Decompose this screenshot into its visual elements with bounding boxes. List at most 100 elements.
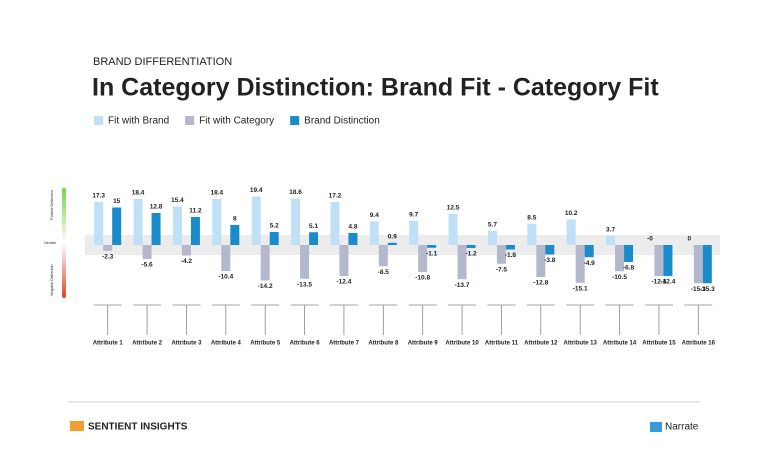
x-tick-label: Attribute 15 xyxy=(642,341,676,347)
data-label: -15.3 xyxy=(691,286,706,293)
bar xyxy=(291,198,301,245)
logo-icon xyxy=(70,421,84,431)
chart-title: In Category Distinction: Brand Fit - Cat… xyxy=(92,74,659,102)
data-label: 8.5 xyxy=(527,214,536,221)
bar xyxy=(260,245,270,281)
data-label: 0 xyxy=(688,236,692,243)
data-label: -13.7 xyxy=(455,282,470,289)
x-tick-label: Attribute 4 xyxy=(211,341,242,347)
bar xyxy=(142,245,152,259)
data-label: -1.8 xyxy=(505,252,517,259)
chart-subtitle: BRAND DIFFERENTIATION xyxy=(93,56,232,68)
data-label: 5.2 xyxy=(270,223,279,230)
bar xyxy=(151,213,161,245)
data-label: 19.4 xyxy=(250,187,263,194)
scale-bar xyxy=(62,188,66,298)
data-label: -2.3 xyxy=(102,253,114,260)
data-label: 18.4 xyxy=(132,190,145,197)
bar xyxy=(466,245,476,248)
legend-swatch xyxy=(94,116,103,125)
bar xyxy=(566,219,576,245)
data-label: 3.7 xyxy=(606,226,615,233)
x-tick-label: Attribute 13 xyxy=(564,341,598,347)
bar xyxy=(575,245,585,283)
bar xyxy=(663,245,673,276)
bar xyxy=(387,242,397,245)
x-tick-label: Attribute 5 xyxy=(250,341,281,347)
data-label: 18.4 xyxy=(210,190,223,197)
x-tick-label: Attribute 16 xyxy=(682,341,716,347)
data-label: 17.3 xyxy=(92,192,105,199)
bar xyxy=(230,225,240,245)
bar xyxy=(172,206,182,245)
data-label: -14.2 xyxy=(258,283,273,290)
legend-label: Brand Distinction xyxy=(304,116,380,127)
bar xyxy=(300,245,310,279)
bar xyxy=(615,245,625,272)
x-tick-label: Attribute 2 xyxy=(132,341,163,347)
data-label: -5.6 xyxy=(141,262,153,269)
data-label: 12.8 xyxy=(150,204,163,211)
legend-label: Fit with Category xyxy=(199,116,274,127)
bar xyxy=(505,245,515,250)
data-label: -10.8 xyxy=(415,275,430,282)
logo: Narrate xyxy=(665,422,699,433)
data-label: -8.5 xyxy=(378,269,390,276)
scale-label: Negative Distinction xyxy=(50,264,54,295)
data-label: 0.9 xyxy=(388,233,397,240)
x-tick-label: Attribute 10 xyxy=(445,341,479,347)
data-label: -13.5 xyxy=(297,281,312,288)
bar xyxy=(378,245,388,267)
bar xyxy=(221,245,231,271)
data-label: 5.7 xyxy=(488,221,497,228)
bar xyxy=(112,207,122,245)
data-label: 12.5 xyxy=(447,204,460,211)
x-tick-label: Attribute 8 xyxy=(368,341,399,347)
x-tick-label: Attribute 7 xyxy=(329,341,360,347)
data-label: -10.5 xyxy=(612,274,627,281)
bar xyxy=(457,245,467,280)
data-label: 10.2 xyxy=(565,210,578,217)
data-label: 11.2 xyxy=(189,208,202,215)
bar xyxy=(536,245,546,277)
bar xyxy=(212,199,222,245)
x-tick-label: Attribute 14 xyxy=(603,341,637,347)
data-label: -15.3 xyxy=(700,286,715,293)
legend-swatch xyxy=(185,116,195,125)
bar xyxy=(702,245,712,284)
bar xyxy=(584,245,594,258)
data-label: 15.4 xyxy=(171,197,184,204)
data-label: -12.4 xyxy=(652,279,667,286)
bar xyxy=(330,202,340,245)
x-tick-label: Attribute 11 xyxy=(485,341,519,347)
data-label: 9.4 xyxy=(370,212,379,219)
scale-label: Neutral xyxy=(44,241,56,245)
data-label: 5.1 xyxy=(309,223,318,230)
bar xyxy=(251,196,261,245)
data-label: 9.7 xyxy=(409,211,418,218)
bar xyxy=(348,233,358,245)
bar xyxy=(606,235,616,245)
bar xyxy=(527,223,537,245)
data-label: 15 xyxy=(113,198,121,205)
x-tick-label: Attribute 6 xyxy=(290,341,321,347)
bar xyxy=(487,230,497,245)
data-label: 18.6 xyxy=(289,189,302,196)
bar xyxy=(427,245,437,248)
legend-label: Fit with Brand xyxy=(108,116,169,127)
bar xyxy=(309,232,319,245)
logo: SENTIENT INSIGHTS xyxy=(88,422,188,433)
bar xyxy=(181,245,191,256)
bar xyxy=(409,220,419,245)
bar xyxy=(133,199,143,245)
bar xyxy=(103,245,113,251)
data-label: -12.8 xyxy=(533,280,548,287)
data-label: -12.4 xyxy=(337,279,352,286)
data-label: -4.9 xyxy=(584,260,596,267)
data-label: -4.2 xyxy=(181,258,193,265)
bar xyxy=(624,245,634,262)
data-label: -1.1 xyxy=(426,250,438,257)
bar xyxy=(496,245,506,264)
x-tick-label: Attribute 3 xyxy=(171,341,202,347)
data-label: -10.4 xyxy=(218,274,233,281)
